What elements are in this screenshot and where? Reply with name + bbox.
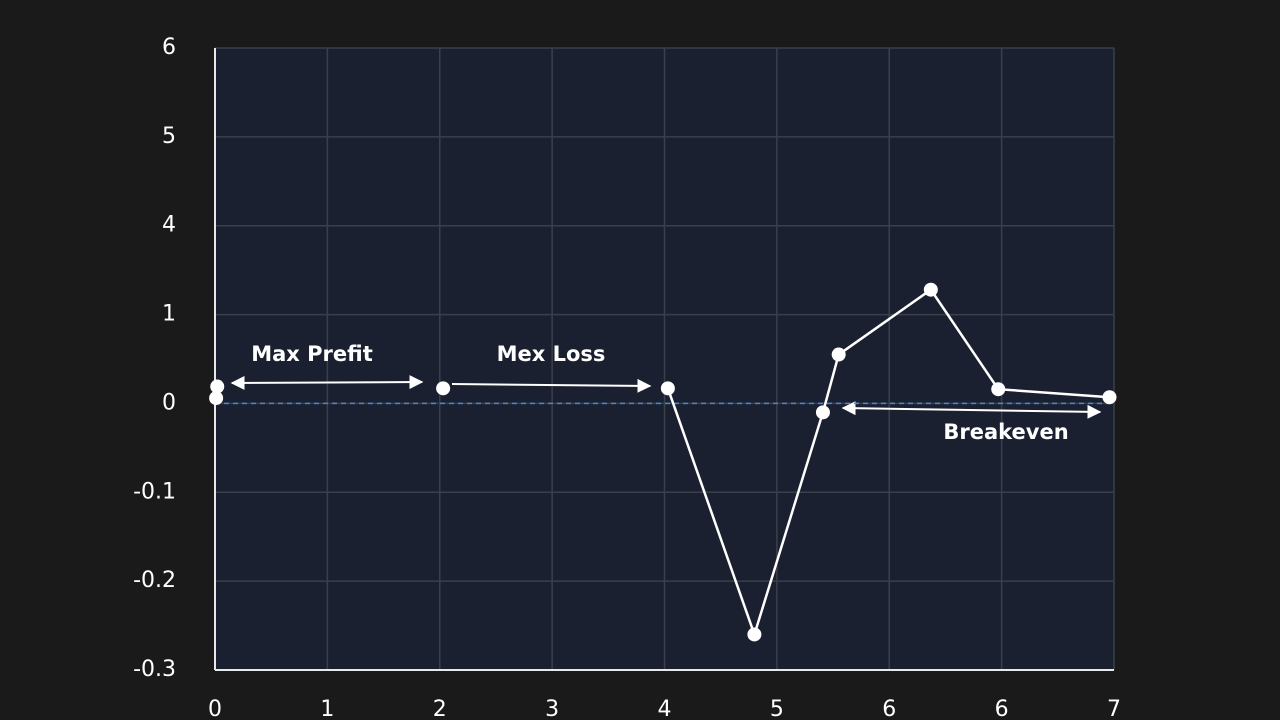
arrow: [451, 378, 652, 393]
point: [747, 627, 762, 642]
point: [815, 405, 830, 420]
point: [831, 347, 846, 362]
y-tick-label: -0.3: [133, 657, 176, 682]
point: [991, 382, 1006, 397]
point: [436, 381, 451, 396]
x-tick-label: 0: [208, 697, 222, 720]
point: [923, 282, 938, 297]
y-tick-label: 1: [162, 302, 176, 327]
y-tick-label: 4: [162, 213, 176, 238]
y-tick-label: 6: [162, 35, 176, 60]
point: [1102, 390, 1117, 405]
arrow: [841, 401, 1102, 419]
x-tick-label: 5: [770, 697, 784, 720]
annotation: Max Prefit: [251, 342, 373, 366]
x-tick-label: 1: [320, 697, 334, 720]
x-tick-label: 3: [545, 697, 559, 720]
point: [660, 381, 675, 396]
point: [210, 379, 225, 394]
x-tick-label: 7: [1107, 697, 1121, 720]
annotation: Breakeven: [943, 420, 1068, 444]
y-tick-label: -0.2: [133, 568, 176, 593]
x-tick-label: 6: [882, 697, 896, 720]
y-tick-label: 0: [162, 390, 176, 415]
y-tick-label: -0.1: [133, 479, 176, 504]
x-tick-label: 4: [658, 697, 672, 720]
arrow: [230, 375, 424, 390]
annotation: Mex Loss: [497, 342, 606, 366]
y-tick-label: 5: [162, 124, 176, 149]
x-tick-label: 2: [433, 697, 447, 720]
x-tick-label: 6: [995, 697, 1009, 720]
point: [209, 391, 224, 406]
